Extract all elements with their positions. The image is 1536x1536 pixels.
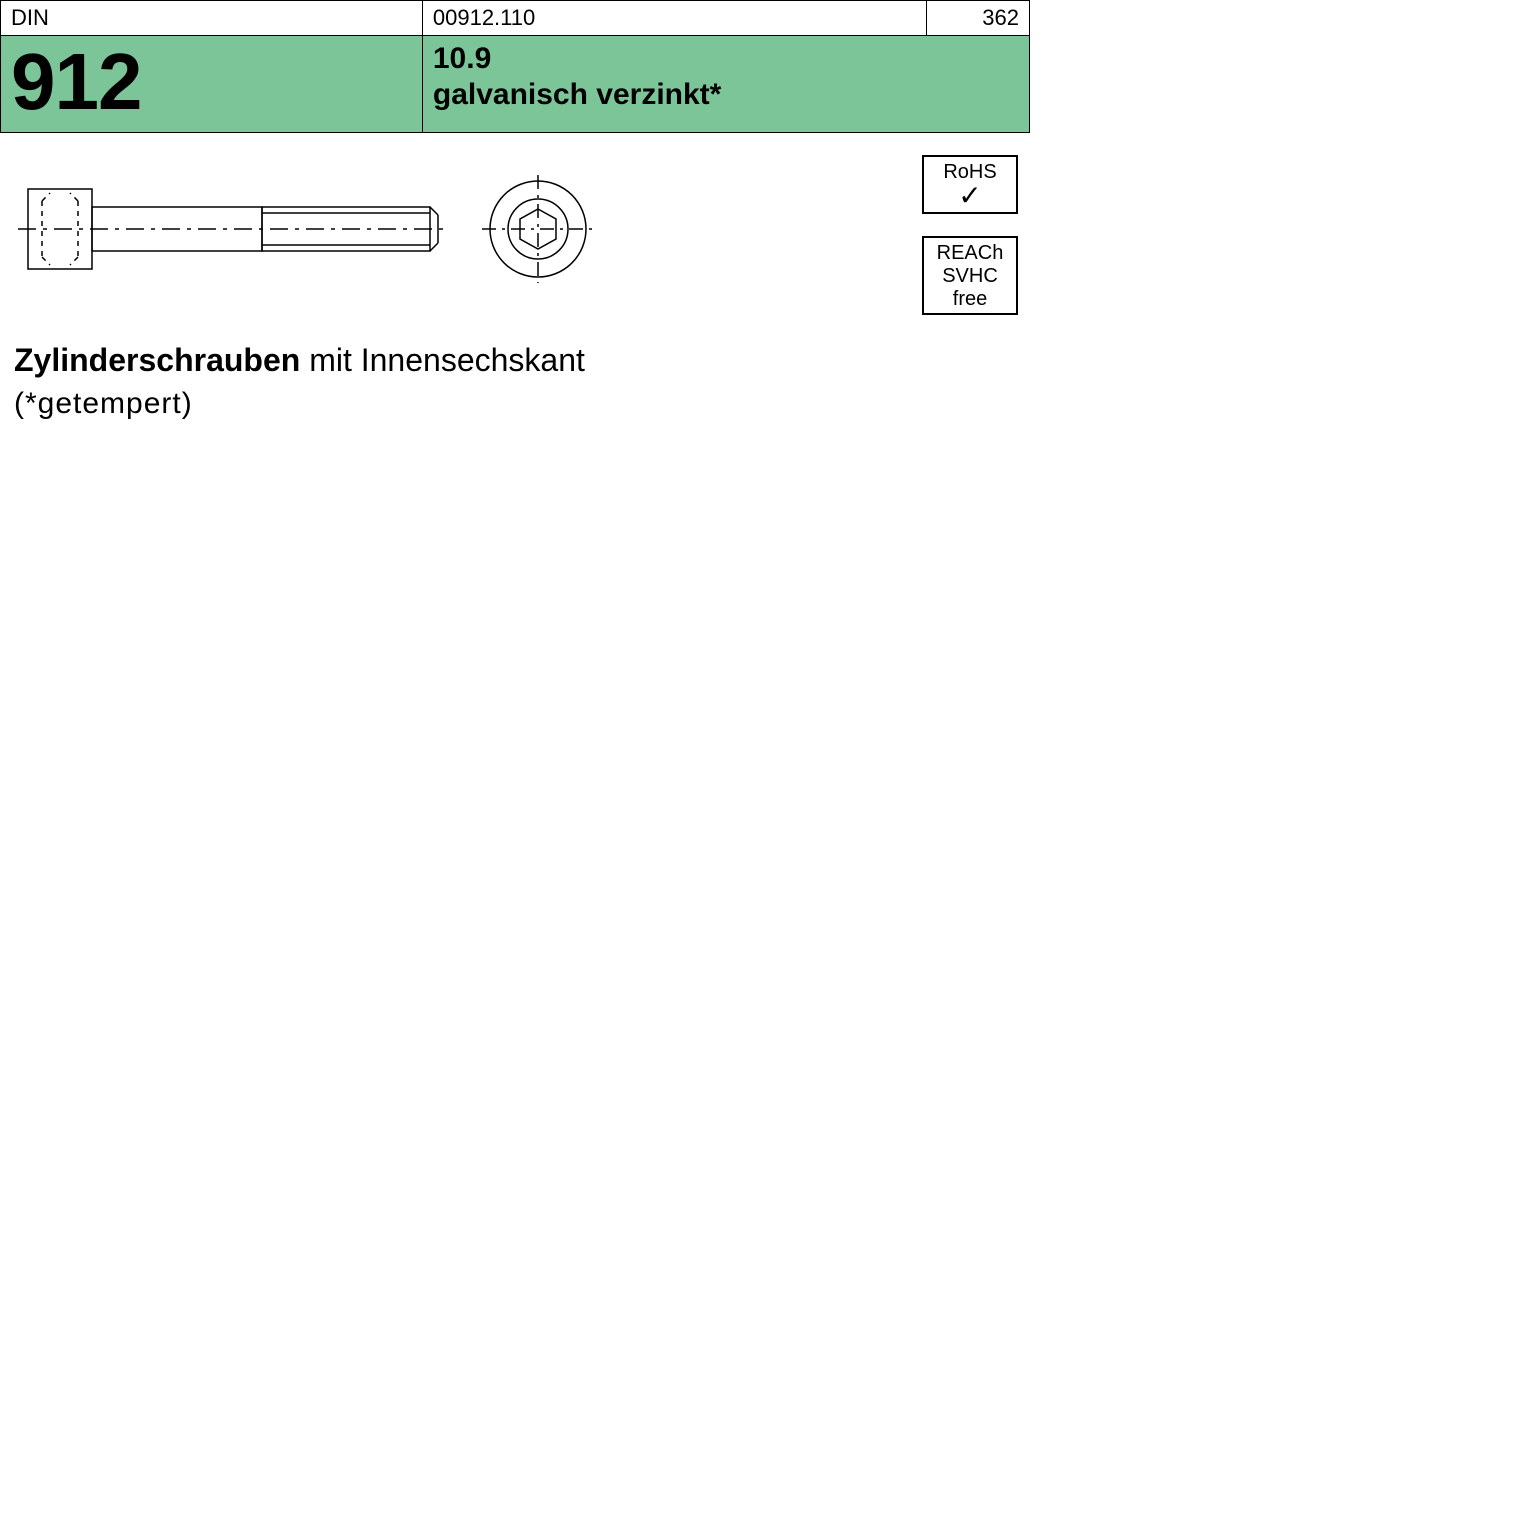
std-number: 912 <box>11 42 412 122</box>
header-row-2: 912 10.9 galvanisch verzinkt* <box>1 36 1030 133</box>
check-icon: ✓ <box>926 182 1014 210</box>
reach-badge: REACh SVHC free <box>922 236 1018 315</box>
body-area: RoHS ✓ REACh SVHC free Zylinderschrauben… <box>0 133 1030 493</box>
strength-class: 10.9 <box>433 42 1019 76</box>
std-org-cell: DIN <box>1 1 423 36</box>
header-table: DIN 00912.110 362 912 10.9 galvanisch ve… <box>0 0 1030 133</box>
product-title: Zylinderschrauben mit Innensechskant <box>14 342 1018 379</box>
std-number-cell: 912 <box>1 36 423 133</box>
product-title-rest: mit Innensechskant <box>300 342 585 378</box>
reach-line2: SVHC <box>942 265 998 287</box>
rohs-badge: RoHS ✓ <box>922 155 1018 214</box>
header-row-1: DIN 00912.110 362 <box>1 1 1030 36</box>
reach-line1: REACh <box>937 242 1004 264</box>
product-spec-card: DIN 00912.110 362 912 10.9 galvanisch ve… <box>0 0 1030 493</box>
page-ref-cell: 362 <box>927 1 1030 36</box>
screw-drawing-icon <box>18 171 608 291</box>
compliance-badges: RoHS ✓ REACh SVHC free <box>922 155 1018 315</box>
reach-line3: free <box>953 288 987 310</box>
product-subtitle: (*getempert) <box>14 387 1018 421</box>
finish: galvanisch verzinkt* <box>433 78 1019 112</box>
product-title-bold: Zylinderschrauben <box>14 342 300 378</box>
spec-cell: 10.9 galvanisch verzinkt* <box>422 36 1029 133</box>
article-code-cell: 00912.110 <box>422 1 926 36</box>
